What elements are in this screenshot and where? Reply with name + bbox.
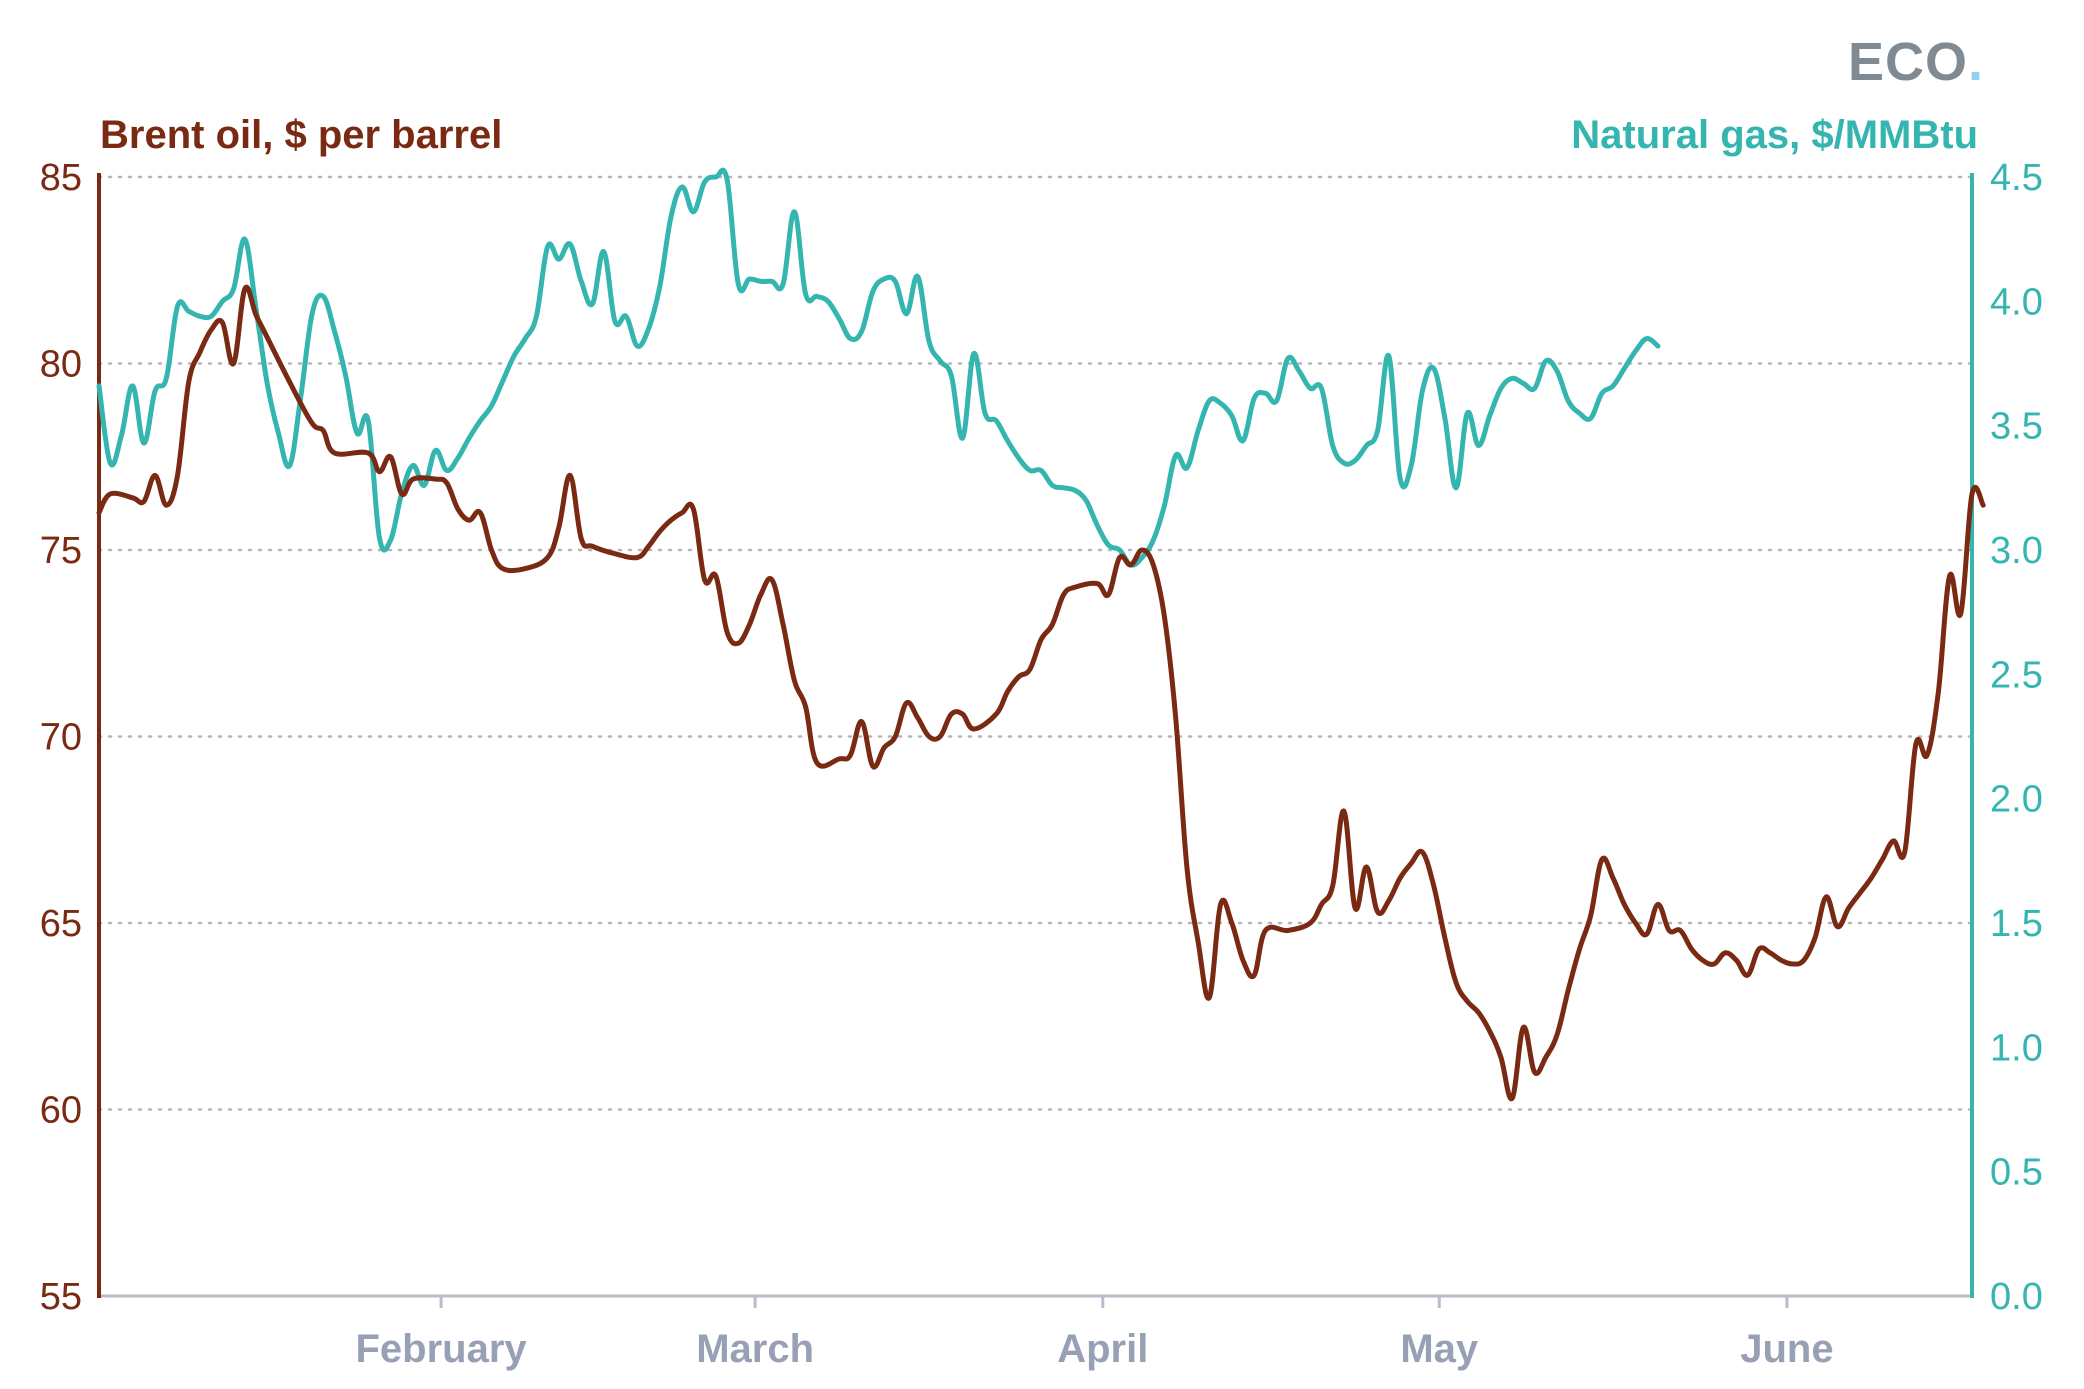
- logo-text: ECO: [1848, 32, 1968, 92]
- x-axis-ticks: February March April May June: [355, 1296, 1834, 1371]
- brent-oil-line: [96, 284, 1986, 1102]
- right-axis-title: Natural gas, $/MMBtu: [1571, 113, 1978, 157]
- right-tick-label: 3.5: [1990, 406, 2043, 448]
- x-tick-label: June: [1740, 1327, 1833, 1371]
- left-axis-ticks: 85 80 75 70 65 60 55: [40, 157, 82, 1318]
- logo-dot: .: [1968, 32, 1984, 92]
- x-tick-label: February: [355, 1327, 527, 1371]
- right-tick-label: 4.0: [1990, 281, 2043, 323]
- series: [96, 167, 1986, 1102]
- x-tick-label: May: [1400, 1327, 1479, 1371]
- right-axis-ticks: 4.5 4.0 3.5 3.0 2.5 2.0 1.5 1.0 0.5 0.0: [1990, 157, 2043, 1318]
- right-tick-label: 1.5: [1990, 903, 2043, 945]
- left-tick-label: 55: [40, 1276, 82, 1318]
- left-tick-label: 60: [40, 1090, 82, 1132]
- left-tick-label: 65: [40, 903, 82, 945]
- right-tick-label: 0.0: [1990, 1276, 2043, 1318]
- right-tick-label: 0.5: [1990, 1152, 2043, 1194]
- left-tick-label: 70: [40, 717, 82, 759]
- left-axis-title: Brent oil, $ per barrel: [100, 113, 502, 157]
- right-tick-label: 2.0: [1990, 779, 2043, 821]
- eco-logo: ECO.: [1848, 32, 1984, 92]
- right-tick-label: 4.5: [1990, 157, 2043, 199]
- x-tick-label: March: [696, 1327, 814, 1371]
- left-tick-label: 85: [40, 157, 82, 199]
- right-tick-label: 3.0: [1990, 530, 2043, 572]
- gridlines: [97, 175, 1974, 1111]
- right-tick-label: 1.0: [1990, 1027, 2043, 1069]
- natural-gas-line: [96, 167, 1661, 568]
- left-tick-label: 75: [40, 530, 82, 572]
- x-tick-label: April: [1057, 1327, 1148, 1371]
- right-tick-label: 2.5: [1990, 654, 2043, 696]
- axes: [97, 173, 1974, 1298]
- left-tick-label: 80: [40, 344, 82, 386]
